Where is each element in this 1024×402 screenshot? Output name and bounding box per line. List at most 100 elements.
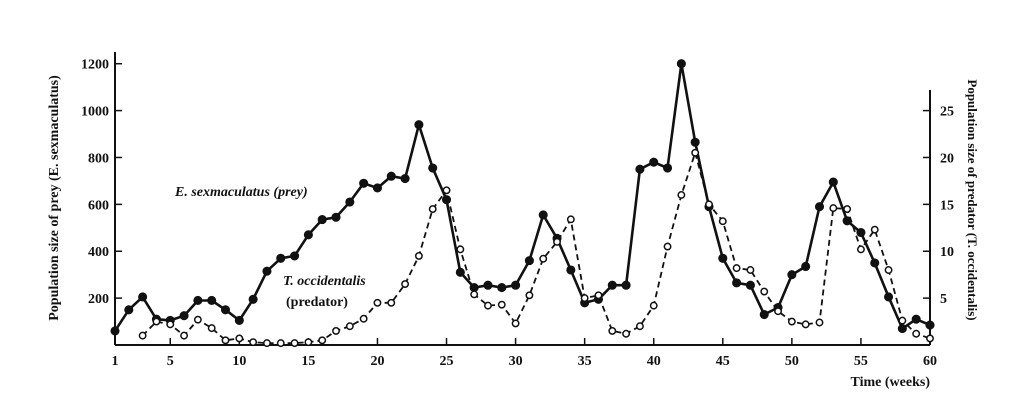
predator-data-point xyxy=(760,287,769,296)
prey-data-point xyxy=(718,253,728,263)
predator-data-point xyxy=(414,251,423,260)
prey-data-point xyxy=(884,292,894,302)
predator-series-line xyxy=(141,151,931,345)
predator-data-point xyxy=(332,326,340,335)
prey-data-point xyxy=(303,230,313,240)
predator-data-point xyxy=(470,290,479,299)
prey-data-point xyxy=(649,157,659,167)
x-axis-title: Time (weeks) xyxy=(851,375,931,390)
predator-data-point xyxy=(843,205,852,213)
predator-data-point xyxy=(484,301,492,310)
predator-data-point xyxy=(442,186,451,195)
prey-data-point xyxy=(400,174,410,184)
prey-series-label: E. sexmaculatus (prey) xyxy=(174,185,308,200)
predator-data-point xyxy=(856,245,865,254)
left-axis-title: Population size of prey (E. sexmaculatus… xyxy=(47,75,62,321)
predator-data-point xyxy=(387,298,396,307)
predator-data-point xyxy=(511,319,520,328)
left-tick-label: 1200 xyxy=(81,58,109,73)
predator-data-point xyxy=(580,294,589,303)
prey-data-point xyxy=(787,270,797,280)
predator-data-point xyxy=(345,322,354,331)
prey-data-point xyxy=(621,280,631,290)
right-tick-label: 5 xyxy=(940,292,947,307)
prey-data-point xyxy=(483,280,493,290)
prey-data-point xyxy=(234,315,244,325)
prey-data-point xyxy=(207,295,217,306)
predator-data-point xyxy=(663,242,672,251)
right-tick-label: 15 xyxy=(940,198,954,213)
predator-data-point xyxy=(926,334,934,343)
prey-data-point xyxy=(925,320,935,330)
x-tick-label: 5 xyxy=(167,354,174,369)
x-tick-label: 50 xyxy=(785,354,799,369)
x-tick-label: 45 xyxy=(716,354,730,369)
right-axis-title: Population size of predator (T. occident… xyxy=(965,79,980,320)
right-tick-label: 10 xyxy=(940,245,954,260)
prey-data-point xyxy=(262,266,272,276)
x-tick-label: 35 xyxy=(578,354,592,369)
prey-data-point xyxy=(290,251,300,261)
prey-data-point xyxy=(248,294,258,304)
x-tick-label: 15 xyxy=(301,354,315,369)
predator-data-point xyxy=(359,314,368,323)
predator-data-point xyxy=(594,291,603,300)
predator-data-point xyxy=(207,324,216,333)
predator-data-point xyxy=(608,326,617,335)
prey-data-point xyxy=(497,283,507,293)
predator-data-point xyxy=(691,148,700,157)
prey-data-point xyxy=(110,326,120,336)
predator-data-point xyxy=(193,315,202,324)
left-tick-label: 1000 xyxy=(81,105,109,120)
predator-data-point xyxy=(152,317,161,326)
predator-data-point xyxy=(249,338,258,347)
predator-data-point xyxy=(276,339,285,348)
prey-data-point xyxy=(538,210,548,220)
prey-data-point xyxy=(856,227,866,238)
prey-data-point xyxy=(220,305,231,315)
prey-data-point xyxy=(345,197,355,207)
predator-data-point xyxy=(497,300,506,309)
predator-data-point xyxy=(566,215,575,224)
prey-data-point xyxy=(676,59,686,69)
predator-data-point xyxy=(553,237,561,246)
x-tick-label: 60 xyxy=(923,354,937,369)
x-tick-label: 30 xyxy=(509,354,523,369)
predator-data-point xyxy=(746,266,755,274)
prey-data-point xyxy=(690,137,700,147)
x-tick-label: 25 xyxy=(440,354,454,369)
prey-data-point xyxy=(359,178,369,188)
predator-data-point xyxy=(649,301,658,310)
predator-data-point xyxy=(677,191,686,199)
predator-data-point xyxy=(912,329,921,338)
predator-data-point xyxy=(290,339,299,348)
predator-data-point xyxy=(815,318,824,327)
left-tick-label: 400 xyxy=(88,245,109,260)
predator-data-point xyxy=(401,280,410,289)
predator-data-point xyxy=(166,320,175,329)
prey-data-point xyxy=(455,267,465,277)
prey-data-point xyxy=(814,202,825,212)
predator-data-point xyxy=(774,307,783,316)
prey-data-point xyxy=(745,280,755,290)
predator-data-point xyxy=(884,266,893,274)
prey-data-point xyxy=(511,280,521,290)
predator-data-point xyxy=(235,334,244,343)
x-tick-label: 1 xyxy=(112,354,119,369)
prey-data-point xyxy=(566,265,576,275)
predator-data-point xyxy=(318,336,327,345)
prey-data-point xyxy=(276,253,286,263)
predator-data-point xyxy=(718,217,727,226)
prey-data-point xyxy=(828,177,838,187)
predator-data-point xyxy=(262,339,271,348)
prey-data-point xyxy=(386,171,396,181)
predator-data-point xyxy=(525,291,534,300)
predator-data-point xyxy=(304,338,313,347)
x-tick-label: 55 xyxy=(854,354,868,369)
predator-data-point xyxy=(180,331,189,340)
right-tick-label: 25 xyxy=(940,105,954,120)
predator-data-point xyxy=(456,245,465,254)
prey-data-point xyxy=(897,324,907,334)
x-tick-label: 20 xyxy=(370,354,384,369)
